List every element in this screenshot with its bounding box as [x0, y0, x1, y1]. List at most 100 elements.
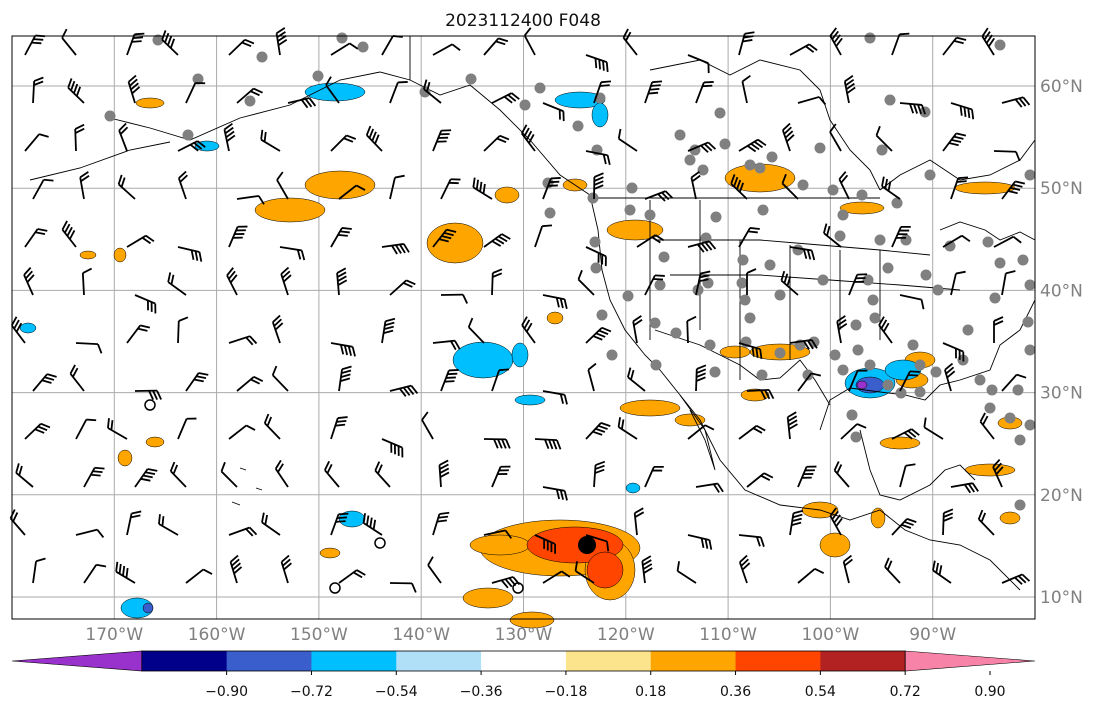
station-dot: [802, 369, 814, 381]
wind-barb: [789, 246, 816, 261]
longitude-label: 90°W: [909, 625, 956, 645]
wind-barb: [923, 417, 944, 440]
contour-region: [117, 449, 133, 467]
wind-barb: [491, 268, 503, 296]
station-dot: [312, 70, 324, 82]
wind-barb: [644, 466, 664, 488]
wind-barb: [374, 461, 391, 488]
wind-barb: [780, 270, 799, 296]
wind-barb: [542, 390, 568, 405]
wind-barb: [330, 512, 349, 536]
wind-barb: [177, 246, 203, 262]
wind-barb: [229, 554, 243, 584]
colorbar-tick-label: 0.36: [720, 684, 751, 700]
station-dot: [739, 294, 751, 306]
wind-barb: [263, 413, 281, 440]
station-dot: [1014, 434, 1026, 446]
wind-barb: [687, 534, 713, 550]
wind-barb: [161, 30, 179, 56]
wind-barb: [491, 368, 510, 392]
wind-barb: [220, 461, 238, 488]
latitude-label: 10°N: [1040, 588, 1083, 608]
wind-barb: [467, 317, 485, 344]
wind-barb: [950, 102, 975, 120]
colorbar-segment: [311, 651, 397, 671]
latitude-label: 40°N: [1040, 281, 1083, 301]
wind-barb: [534, 534, 556, 554]
wind-barb: [687, 424, 715, 440]
wind-barb: [899, 102, 926, 115]
coastline-path: [29, 141, 171, 181]
station-dot: [876, 144, 888, 156]
wind-barb: [687, 54, 710, 74]
coastline-path: [239, 467, 247, 471]
station-dot: [710, 211, 722, 223]
wind-barb: [10, 316, 26, 344]
coastline-path: [655, 239, 931, 256]
contour-region: [142, 602, 154, 614]
station-dot: [1024, 419, 1036, 431]
wind-barb: [9, 509, 26, 536]
calm-circle: [144, 399, 156, 411]
station-dot: [714, 107, 726, 119]
wind-barb: [67, 78, 85, 104]
wind-barb: [789, 43, 818, 56]
station-dot: [882, 262, 894, 274]
wind-barb: [260, 129, 281, 152]
longitude-label: 160°W: [188, 625, 246, 645]
wind-barb: [979, 412, 995, 440]
wind-barb: [542, 486, 568, 501]
station-dot: [692, 284, 704, 296]
station-dot: [589, 236, 601, 248]
station-dot: [837, 209, 849, 221]
wind-barb: [746, 268, 757, 295]
wind-barb: [848, 369, 868, 392]
wind-barb: [427, 556, 442, 584]
station-dot: [982, 236, 994, 248]
contour-region: [304, 170, 376, 200]
wind-barb: [950, 270, 966, 296]
wind-barb: [534, 224, 553, 248]
station-dot: [850, 431, 862, 443]
wind-barbs: [9, 27, 1031, 593]
latitude-label: 20°N: [1040, 486, 1083, 506]
wind-barb: [83, 563, 107, 584]
station-dot: [534, 82, 546, 94]
contour-region: [135, 97, 165, 109]
contour-region: [113, 247, 127, 263]
wind-barb: [15, 463, 34, 488]
station-dot: [834, 230, 846, 242]
wind-barb: [523, 27, 536, 56]
contour-region: [625, 482, 641, 494]
figure-title: 2023112400 F048: [445, 11, 601, 31]
wind-barb: [593, 172, 604, 200]
wind-barb: [280, 554, 292, 584]
station-dot: [572, 120, 584, 132]
wind-barb: [574, 561, 595, 584]
station-dot: [644, 209, 656, 221]
wind-barb: [279, 246, 306, 261]
wind-barb: [81, 267, 93, 296]
wind-barb: [287, 97, 317, 109]
wind-barb: [695, 81, 714, 104]
wind-barb: [381, 438, 404, 458]
wind-barb: [585, 534, 610, 552]
wind-barb: [330, 134, 357, 152]
wind-barb: [389, 174, 405, 200]
contour-region: [856, 380, 868, 390]
wind-barb: [593, 80, 612, 104]
wind-barb: [632, 315, 643, 344]
wind-barb: [483, 134, 510, 152]
wind-barb: [797, 372, 822, 392]
latitude-label: 30°N: [1040, 384, 1083, 404]
station-dot: [1024, 344, 1036, 356]
wind-barb: [24, 133, 49, 152]
wind-barb: [781, 173, 799, 200]
colorbar-tick-labels: −0.90 −0.72 −0.54 −0.36 −0.18 0.18 0.36 0.54 0.7…: [205, 671, 1006, 700]
wind-barb: [641, 555, 653, 584]
wind-barb: [981, 27, 995, 56]
station-dot: [920, 269, 932, 281]
station-dot: [182, 129, 194, 141]
station-dot: [882, 379, 894, 391]
